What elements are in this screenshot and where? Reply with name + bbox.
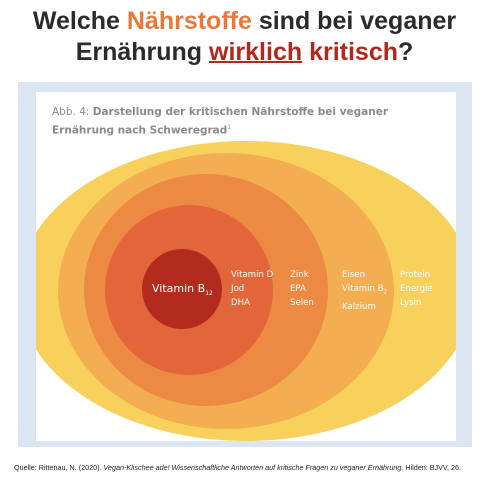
headline-text: sind bei veganer [251,7,457,35]
label-epa: EPA [290,284,306,294]
label-vitamin-b2: Vitamin B2 [342,282,387,300]
label-subscript: 2 [383,289,388,296]
caption-footnote: 1 [227,124,232,131]
headline-text: Ernährung [75,38,210,66]
label-eisen: Eisen [342,270,366,280]
headline-line-1: Welche Nährstoffe sind bei veganer [0,6,489,37]
label-text: Vitamin B [342,284,384,294]
ring-3-labels: Zink EPA Selen [290,268,314,310]
headline-highlight-wirklich: wirklich [209,38,303,66]
label-kalzium: Kalzium [342,301,376,312]
label-jod: Jod [231,284,245,294]
label-vitamin-d: Vitamin D [231,270,274,280]
source-citation: Quelle: Rittenau, N. (2020). Vegan-Klisc… [14,463,484,472]
caption-text: Darstellung der kritischen Nährstoffe be… [52,106,389,137]
ring-1 [142,249,222,329]
label-protein: Protein [400,270,431,280]
headline: Welche Nährstoffe sind bei veganer Ernäh… [0,6,489,68]
ring-4-labels: Eisen Vitamin B2 Kalzium [342,268,387,314]
headline-question-mark: ? [398,38,414,66]
source-prefix: Quelle: Rittenau, N. (2020). [14,463,104,472]
headline-line-2: Ernährung wirklich kritisch? [0,37,489,68]
label-dha: DHA [231,298,250,308]
figure-caption: Abb. 4: Darstellung der kritischen Nährs… [52,105,432,139]
label-energie: Energie [400,284,433,294]
label-zink: Zink [290,270,309,280]
source-title: Vegan-Klischee ade! Wissenschaftliche An… [103,463,404,472]
headline-text: Welche [32,7,127,35]
label-text: Vitamin B [152,282,206,295]
label-vitamin-b12: Vitamin B12 [152,282,213,297]
source-suffix: Hilden: BJVV, 26. [403,463,462,472]
caption-prefix: Abb. 4: [52,106,93,118]
ring-5-labels: Protein Energie Lysin [400,268,433,310]
label-subscript: 12 [205,290,213,298]
headline-highlight-kritisch: kritisch [309,38,399,66]
label-lysin: Lysin [400,298,422,308]
headline-highlight-naehrstoffe: Nährstoffe [126,7,252,35]
ring-2-labels: Vitamin D Jod DHA [231,268,273,310]
label-selen: Selen [290,298,314,308]
